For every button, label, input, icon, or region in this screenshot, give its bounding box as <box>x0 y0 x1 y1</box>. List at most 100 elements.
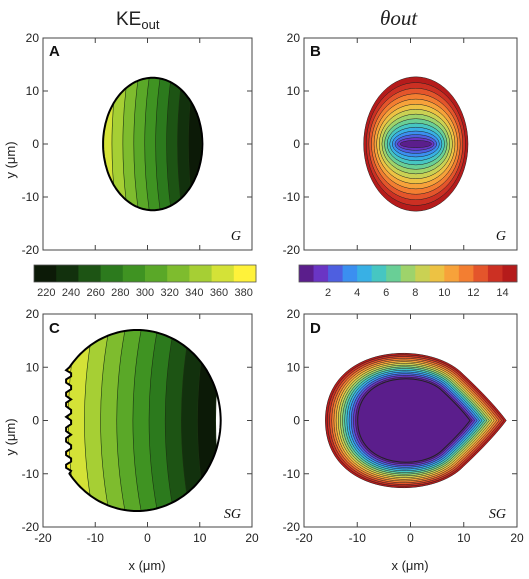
colorbar-tick-label: 360 <box>210 287 228 299</box>
y-tick-label: 20 <box>26 31 40 45</box>
y-tick-label: 0 <box>293 137 300 151</box>
colorbar-swatch <box>502 265 518 282</box>
colorbar-frame <box>33 264 257 283</box>
x-tick-label: 20 <box>245 531 259 545</box>
colorbar-swatch <box>145 265 168 282</box>
colorbar-swatch <box>299 265 315 282</box>
colorbar-swatch <box>233 265 257 282</box>
colorbar-swatch <box>34 265 57 282</box>
colorbar-swatch <box>313 265 329 282</box>
region-outline <box>102 76 204 212</box>
theta-core <box>357 378 471 463</box>
colorbar-tick-label: 220 <box>37 287 55 299</box>
colorbar-swatch <box>487 265 503 282</box>
colorbar-tick-label: 2 <box>325 287 331 299</box>
colorbar-tick-label: 240 <box>62 287 80 299</box>
y-tick-label: -20 <box>283 243 301 257</box>
colorbar-tick-label: 380 <box>234 287 252 299</box>
y-tick-label: -10 <box>283 190 301 204</box>
colorbar-swatch <box>122 265 146 282</box>
colorbar-tick-label: 8 <box>412 287 418 299</box>
y-tick-label: -20 <box>283 520 301 534</box>
region-outline <box>64 329 222 512</box>
colorbar-tick-label: 300 <box>136 287 154 299</box>
y-tick-label: 10 <box>26 84 40 98</box>
x-tick-label: 20 <box>510 531 524 545</box>
colorbar-swatch <box>342 265 358 282</box>
colorbar-swatch <box>473 265 489 282</box>
x-tick-label: -20 <box>295 531 313 545</box>
panel-a-ylabel: y (μm) <box>3 141 18 178</box>
y-tick-label: 20 <box>26 307 40 321</box>
theta-column-title: θout <box>380 6 418 30</box>
panel-a-contours <box>102 76 204 212</box>
colorbar-swatch <box>429 265 445 282</box>
x-tick-label: -10 <box>349 531 367 545</box>
colorbar-tick-label: 260 <box>86 287 104 299</box>
y-tick-label: 20 <box>287 307 301 321</box>
y-tick-label: -10 <box>283 467 301 481</box>
colorbar-swatch <box>400 265 416 282</box>
panel-a-corner-label: G <box>231 229 241 244</box>
panel-c-xlabel: x (μm) <box>128 558 165 573</box>
x-tick-label: -10 <box>87 531 105 545</box>
colorbar-tick-label: 320 <box>160 287 178 299</box>
ke-band <box>188 77 203 211</box>
x-tick-label: -20 <box>34 531 52 545</box>
panel-b-contours <box>363 76 469 212</box>
panel-b-corner-label: G <box>496 229 506 244</box>
y-tick-label: 20 <box>287 31 301 45</box>
colorbar-swatch <box>78 265 102 282</box>
panel-d-letter: D <box>310 320 321 337</box>
y-tick-label: 10 <box>287 360 301 374</box>
x-tick-label: 10 <box>457 531 471 545</box>
colorbar-swatch <box>371 265 387 282</box>
colorbar-swatch <box>211 265 235 282</box>
panel-d-corner-label: SG <box>489 507 506 522</box>
colorbar-swatch <box>189 265 213 282</box>
colorbar-tick-label: 340 <box>185 287 203 299</box>
colorbar-tick-label: 10 <box>438 287 450 299</box>
colorbar-swatch <box>386 265 402 282</box>
colorbar-frame <box>298 264 518 283</box>
ke-column-title: KEout <box>116 9 160 32</box>
panel-b-letter: B <box>310 43 321 60</box>
y-tick-label: -10 <box>22 467 40 481</box>
colorbar-tick-label: 280 <box>111 287 129 299</box>
colorbar-tick-label: 6 <box>383 287 389 299</box>
colorbar-swatch <box>56 265 79 282</box>
panel-c-contours <box>64 329 222 512</box>
panel-d-contours <box>325 352 507 489</box>
panel-c-corner-label: SG <box>224 507 241 522</box>
y-tick-label: 10 <box>26 360 40 374</box>
colorbar-swatch <box>458 265 474 282</box>
panel-d-xlabel: x (μm) <box>391 558 428 573</box>
y-tick-label: -10 <box>22 190 40 204</box>
colorbar-swatch <box>357 265 373 282</box>
y-tick-label: 0 <box>32 137 39 151</box>
colorbar-swatch <box>444 265 460 282</box>
theta-contour <box>399 140 432 148</box>
colorbar-tick-label: 4 <box>354 287 360 299</box>
colorbar-swatch <box>328 265 344 282</box>
y-tick-label: 0 <box>293 414 300 428</box>
x-tick-label: 10 <box>193 531 207 545</box>
theta-colorbar: 2 4 6 8 10 12 14 <box>298 264 518 299</box>
colorbar-swatch <box>167 265 190 282</box>
y-tick-label: 10 <box>287 84 301 98</box>
panel-a-letter: A <box>49 43 60 60</box>
x-tick-label: 0 <box>407 531 414 545</box>
y-tick-label: -20 <box>22 520 40 534</box>
colorbar-tick-label: 14 <box>496 287 508 299</box>
y-tick-label: 0 <box>32 414 39 428</box>
colorbar-swatch <box>415 265 431 282</box>
y-tick-label: -20 <box>22 243 40 257</box>
panel-c-ylabel: y (μm) <box>3 418 18 455</box>
panel-c-letter: C <box>49 320 60 337</box>
colorbar-swatch <box>100 265 124 282</box>
ke-colorbar: 220 240 260 280 300 320 340 360 380 <box>33 264 257 299</box>
x-tick-label: 0 <box>144 531 151 545</box>
colorbar-tick-label: 12 <box>467 287 479 299</box>
